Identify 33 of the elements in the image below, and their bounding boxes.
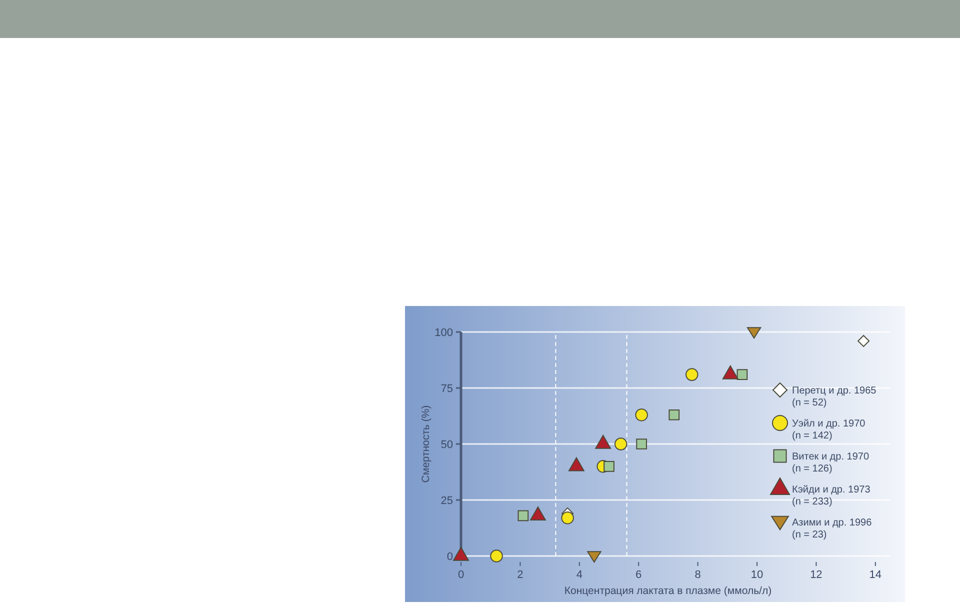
point bbox=[587, 551, 602, 563]
point bbox=[614, 438, 628, 450]
x-tick-label: 8 bbox=[694, 569, 701, 581]
point bbox=[636, 438, 647, 450]
y-tick-label: 100 bbox=[434, 326, 453, 339]
y-axis-title: Смертность (%) bbox=[420, 405, 432, 483]
point bbox=[561, 512, 574, 524]
y-tick-label: 0 bbox=[446, 550, 453, 563]
x-tick-label: 14 bbox=[869, 569, 882, 581]
legend-label: Азими и др. 1996 (n = 23) bbox=[792, 518, 872, 540]
point bbox=[746, 327, 762, 339]
point bbox=[518, 510, 529, 522]
y-tick-label: 75 bbox=[440, 382, 453, 395]
x-tick-label: 2 bbox=[517, 569, 524, 581]
x-tick-label: 4 bbox=[576, 569, 582, 581]
x-tick-label: 0 bbox=[458, 569, 464, 581]
point bbox=[490, 550, 503, 562]
point bbox=[635, 408, 648, 422]
point bbox=[668, 409, 680, 420]
x-tick-label: 10 bbox=[750, 569, 764, 581]
x-axis-title: Концентрация лактата в плазме (ммоль/л) bbox=[564, 585, 772, 597]
legend-label: Кэйди и др. 1973 (n = 233) bbox=[792, 484, 871, 508]
y-tick-label: 50 bbox=[440, 438, 453, 451]
x-tick-label: 6 bbox=[636, 569, 642, 581]
legend-label: Перетц и др. 1965 (n = 52) bbox=[792, 386, 877, 408]
y-tick-label: 25 bbox=[440, 494, 453, 507]
legend-label: Витек и др. 1970 (n = 126) bbox=[792, 452, 870, 474]
point bbox=[685, 368, 698, 381]
point bbox=[858, 334, 870, 347]
x-tick-label: 12 bbox=[810, 569, 822, 581]
legend-label: Уэйл и др. 1970 (n = 142) bbox=[792, 418, 866, 442]
point bbox=[604, 460, 614, 472]
point bbox=[736, 369, 748, 380]
